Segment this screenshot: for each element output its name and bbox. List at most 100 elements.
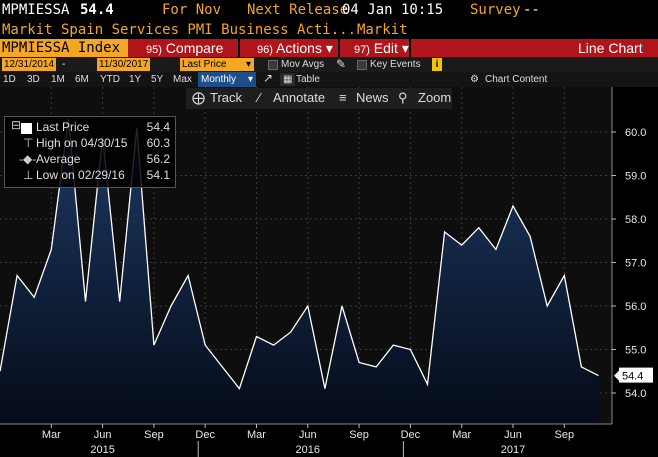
period-max[interactable]: Max	[173, 74, 192, 85]
y-tick-label: 59.0	[625, 171, 646, 183]
actions-number: 96)	[257, 44, 273, 56]
track-button[interactable]: Track	[210, 90, 243, 105]
command-bar: MPMIESSA Index 95) Compare 96) Actions ▾…	[0, 39, 658, 57]
annotate-icon[interactable]: ∕	[258, 90, 261, 105]
legend-low-label: Low on 02/29/16	[36, 168, 125, 182]
data-point	[546, 304, 549, 307]
collapse-icon[interactable]: ⊟	[11, 118, 22, 132]
data-point	[33, 296, 36, 299]
legend-average: -◆- Average 56.2	[5, 151, 175, 168]
security-description: Markit Spain Services PMI Business Acti.…	[2, 22, 357, 38]
period-1d[interactable]: 1D	[3, 74, 16, 85]
divider	[409, 39, 411, 57]
last-value-label: 54.4	[622, 371, 643, 383]
info-icon[interactable]: i	[432, 58, 442, 71]
period-3d[interactable]: 3D	[27, 74, 40, 85]
field-select[interactable]: Last Price ▾	[180, 58, 254, 71]
chart-type-label[interactable]: Line Chart	[578, 40, 643, 56]
data-point	[580, 365, 583, 368]
x-tick-label: Mar	[452, 429, 471, 441]
line-chart-icon[interactable]: ↗	[263, 71, 274, 85]
survey-value: --	[523, 2, 540, 18]
compare-number: 95)	[146, 44, 162, 56]
legend-high-value: 60.3	[146, 136, 170, 150]
mov-avgs-label: Mov Avgs	[281, 59, 325, 70]
data-point	[340, 304, 343, 307]
edit-button[interactable]: 97) Edit ▾	[354, 39, 409, 57]
x-year-label: 2015	[90, 444, 114, 456]
mov-avgs-checkbox[interactable]	[268, 60, 278, 70]
start-date-field[interactable]: 12/31/2014	[2, 58, 57, 71]
x-tick-label: Jun	[504, 429, 522, 441]
field-select-value: Last Price	[182, 59, 227, 70]
ticker-input[interactable]: MPMIESSA Index	[0, 39, 128, 57]
y-tick-label: 55.0	[625, 345, 646, 357]
data-point	[529, 235, 532, 238]
last-value-pointer	[614, 370, 619, 381]
x-tick-label: Jun	[299, 429, 317, 441]
legend-last-price[interactable]: ⊟ Last Price 54.4	[5, 118, 175, 136]
data-point	[392, 344, 395, 347]
data-point	[16, 274, 19, 277]
data-point	[204, 344, 207, 347]
chart-content-button[interactable]: Chart Content	[485, 74, 548, 85]
y-tick-label: 58.0	[625, 214, 646, 226]
data-point	[426, 383, 429, 386]
table-icon[interactable]: ▦	[280, 73, 296, 86]
news-icon[interactable]: ≡	[339, 90, 347, 105]
legend-average-value: 56.2	[146, 152, 170, 166]
legend-average-label: Average	[36, 152, 81, 166]
table-button[interactable]: Table	[296, 74, 320, 85]
frequency-value: Monthly	[201, 74, 237, 85]
legend-low-value: 54.1	[146, 168, 170, 182]
data-point	[494, 248, 497, 251]
pencil-icon[interactable]: ✎	[336, 57, 347, 71]
legend-high-label: High on 04/30/15	[36, 136, 128, 150]
series-area-fill	[0, 119, 599, 424]
period-1y[interactable]: 1Y	[129, 74, 142, 85]
next-release-label: Next Release	[247, 2, 349, 18]
data-point	[563, 274, 566, 277]
zoom-icon[interactable]: ⚲	[398, 90, 408, 105]
y-tick-label: 57.0	[625, 258, 646, 270]
period-ytd[interactable]: YTD	[100, 74, 120, 85]
legend-high: ⊤ High on 04/30/15 60.3	[5, 135, 175, 152]
frequency-select[interactable]: Monthly ▾	[198, 72, 256, 87]
line-chart[interactable]: 54.0 55.0 56.0 57.0 58.0 59.0 60.0 54.4 Mar Jun S…	[0, 87, 658, 457]
chevron-down-icon: ▾	[245, 59, 251, 70]
end-date-field[interactable]: 11/30/2017	[97, 58, 151, 71]
data-point	[238, 387, 241, 390]
data-point	[152, 344, 155, 347]
news-button[interactable]: News	[356, 90, 389, 105]
edit-number: 97)	[354, 44, 370, 56]
data-point	[511, 204, 514, 207]
data-point	[409, 348, 412, 351]
chevron-down-icon: ▾	[247, 74, 253, 85]
zoom-button[interactable]: Zoom	[418, 90, 452, 105]
key-events-checkbox[interactable]	[357, 60, 367, 70]
x-year-label: 2016	[296, 444, 320, 456]
series-swatch	[21, 123, 32, 134]
y-axis: 54.0 55.0 56.0 57.0 58.0 59.0 60.0 54.4	[611, 87, 658, 424]
period-6m[interactable]: 6M	[75, 74, 89, 85]
chevron-down-icon: ▾	[401, 40, 409, 56]
date-range-dash: -	[62, 59, 66, 70]
compare-button[interactable]: 95) Compare	[146, 39, 223, 57]
chart-toolbar: ⨁ Track ∕ Annotate ≡ News ⚲ Zoom	[186, 88, 452, 109]
divider	[238, 39, 240, 57]
annotate-button[interactable]: Annotate	[273, 90, 326, 105]
period-1m[interactable]: 1M	[51, 74, 65, 85]
data-point	[375, 365, 378, 368]
data-point	[443, 230, 446, 233]
divider	[338, 39, 340, 57]
chart-content-gear-icon[interactable]: ⚙	[470, 74, 479, 85]
data-source: Markit	[357, 22, 408, 38]
x-tick-label: Dec	[401, 429, 421, 441]
data-point	[272, 344, 275, 347]
survey-label: Survey	[470, 2, 521, 18]
period-5y[interactable]: 5Y	[151, 74, 164, 85]
ticker-symbol: MPMIESSA	[2, 2, 70, 18]
actions-button[interactable]: 96) Actions ▾	[257, 39, 333, 57]
x-tick-label: Sep	[555, 429, 575, 441]
crosshair-icon[interactable]: ⨁	[192, 90, 205, 105]
